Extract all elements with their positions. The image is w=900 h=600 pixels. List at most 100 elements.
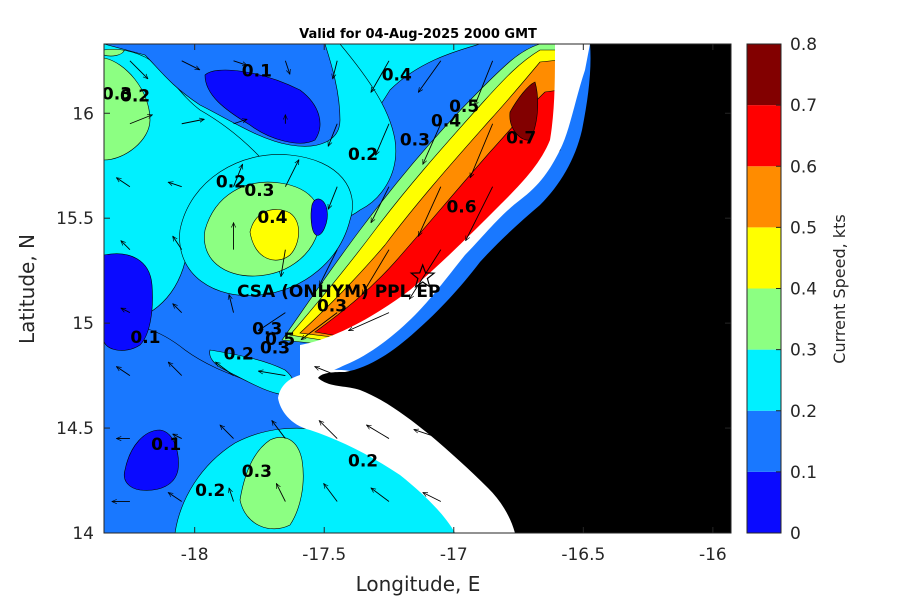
- contour-label: 0.2: [216, 173, 246, 193]
- contour-label: 0.6: [446, 198, 476, 218]
- x-tick-label: -16.5: [561, 545, 605, 565]
- contour-band: [204, 69, 321, 144]
- current-arrow: [301, 312, 338, 340]
- colorbar-segment: [747, 471, 781, 533]
- current-arrow: [318, 249, 338, 286]
- current-arrow: [168, 182, 182, 188]
- contour-band: [104, 57, 151, 161]
- colorbar-tick-label: 0.5: [790, 218, 817, 238]
- colorbar-tick-label: 0.2: [790, 402, 817, 422]
- contour-label: 0.2: [195, 481, 225, 501]
- y-axis: 14 14.5 15 15.5 16: [56, 104, 731, 544]
- contour-band: [123, 429, 179, 491]
- current-arrow: [324, 484, 338, 502]
- y-tick-label: 14.5: [56, 419, 94, 439]
- contour-label: 0.2: [348, 452, 378, 472]
- contour-band: [509, 81, 539, 141]
- current-vectors: [112, 60, 494, 502]
- colorbar-segment: [747, 105, 781, 167]
- current-arrow: [349, 312, 390, 332]
- contour-label: 0.3: [242, 462, 272, 482]
- current-arrow: [409, 249, 442, 300]
- current-arrow: [173, 304, 183, 313]
- plot-frame: [103, 43, 732, 534]
- contour-label: 0.1: [130, 328, 160, 348]
- colorbar: 0 0.1 0.2 0.3 0.4 0.5 0.6 0.7 0.8: [746, 35, 817, 544]
- colorbar-tick-label: 0.4: [790, 280, 817, 300]
- y-axis-label: Latitude, N: [15, 234, 39, 344]
- current-arrow: [129, 115, 153, 125]
- colorbar-tick-label: 0: [790, 524, 801, 544]
- current-arrow: [258, 371, 286, 377]
- colorbar-segment: [747, 44, 781, 106]
- y-tick-label: 15: [72, 314, 94, 334]
- current-arrow: [370, 186, 390, 223]
- x-axis-label: Longitude, E: [356, 572, 481, 596]
- current-arrow: [173, 433, 182, 439]
- current-arrow: [375, 123, 390, 155]
- current-arrow: [284, 60, 290, 74]
- current-arrow: [315, 367, 338, 377]
- current-arrow: [284, 160, 300, 187]
- contour-label: 0.4: [257, 208, 287, 228]
- current-arrow: [272, 421, 286, 439]
- y-tick-label: 15.5: [56, 209, 94, 229]
- current-arrow: [418, 60, 442, 92]
- contour-band: [239, 437, 304, 530]
- map-area: 0.10.20.30.40.40.50.70.20.30.20.30.40.60…: [104, 44, 731, 533]
- x-tick-label: -16: [699, 545, 727, 565]
- contour-label: 0.3: [252, 319, 282, 339]
- current-arrow: [417, 186, 442, 237]
- current-arrow: [422, 123, 442, 164]
- current-arrow: [328, 123, 338, 146]
- star-icon: [409, 263, 436, 289]
- current-arrow: [229, 295, 234, 313]
- contour-band: [310, 198, 328, 236]
- current-arrow: [319, 421, 338, 439]
- contour-label: 0.2: [348, 145, 378, 165]
- current-arrow: [371, 60, 390, 92]
- current-arrow: [168, 362, 183, 376]
- current-arrow: [181, 60, 200, 71]
- contour-band: [249, 209, 299, 261]
- colorbar-label: Current Speed, kts: [830, 214, 849, 363]
- current-arrow: [233, 164, 243, 187]
- contour-label: 0.5: [265, 330, 295, 350]
- current-arrow: [220, 425, 234, 439]
- no-data-region: [278, 369, 515, 533]
- contour-label: 0.3: [400, 131, 430, 151]
- land-mass: [318, 44, 731, 533]
- current-arrow: [233, 60, 248, 65]
- x-tick-label: -17: [440, 545, 468, 565]
- colorbar-tick-label: 0.7: [790, 96, 817, 116]
- current-arrow: [229, 488, 234, 502]
- current-arrow: [423, 492, 442, 502]
- current-arrow: [465, 186, 494, 241]
- land-polygon: [318, 44, 731, 533]
- colorbar-segment: [747, 227, 781, 289]
- site-marker: CSA (ONHYM) PPL EP: [237, 263, 440, 302]
- contour-band: [104, 253, 153, 351]
- contour-label: 0.3: [244, 181, 274, 201]
- no-data-region: [300, 44, 590, 380]
- colorbar-segment: [747, 349, 781, 411]
- current-arrow: [258, 312, 286, 331]
- contour-labels: 0.10.20.30.40.40.50.70.20.30.20.30.40.60…: [104, 61, 536, 501]
- current-arrow: [333, 60, 338, 79]
- current-arrow: [121, 241, 131, 250]
- current-arrow: [281, 249, 286, 277]
- current-arrow: [475, 60, 494, 106]
- current-arrow: [362, 249, 390, 295]
- x-tick-label: -17.5: [302, 545, 346, 565]
- y-tick-label: 16: [72, 104, 94, 124]
- current-arrow: [181, 119, 205, 125]
- current-arrow: [129, 60, 148, 79]
- site-label: CSA (ONHYM) PPL EP: [237, 282, 440, 302]
- colorbar-tick-label: 0.3: [790, 341, 817, 361]
- colorbar-segment: [747, 410, 781, 472]
- colorbar-segment: [747, 166, 781, 228]
- colorbar-tick-label: 0.8: [790, 35, 817, 55]
- chart-title: Valid for 04-Aug-2025 2000 GMT: [299, 27, 537, 42]
- current-arrow: [116, 178, 131, 188]
